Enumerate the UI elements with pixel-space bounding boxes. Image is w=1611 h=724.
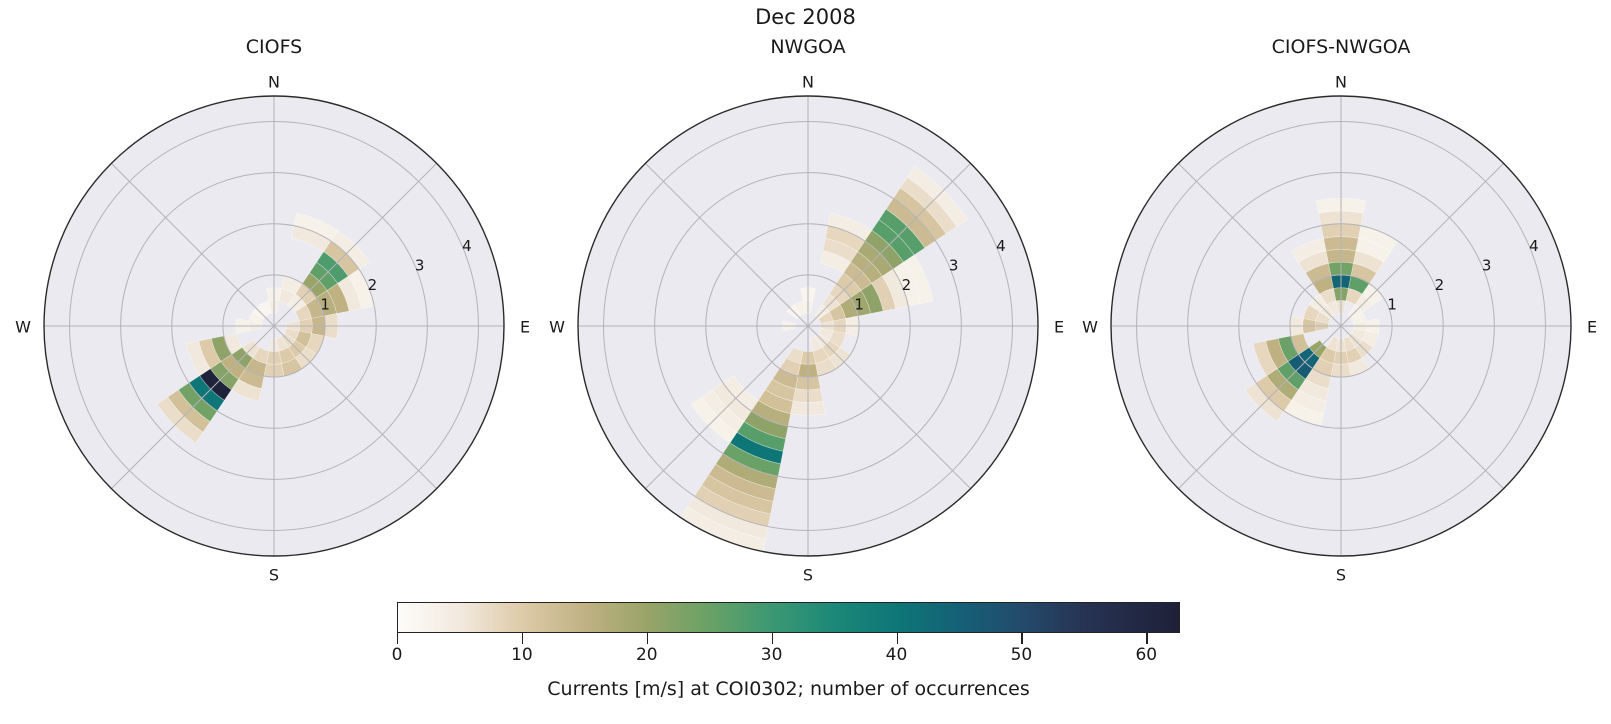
polar-plot-ciofs: N E S W 1 2 3 4 xyxy=(15,73,530,585)
rose-segment xyxy=(230,378,262,402)
plot-title-ciofs: CIOFS xyxy=(245,36,303,58)
colorbar-tick-mark xyxy=(397,633,399,644)
polar-plot-nwgoa: N E S W 1 2 3 4 xyxy=(549,73,1064,585)
compass-label-n: N xyxy=(268,73,280,92)
colorbar-label: Currents [m/s] at COI0302; number of occ… xyxy=(547,678,1030,700)
rose-segments xyxy=(679,166,968,552)
rose-segment xyxy=(259,300,272,316)
radial-tick-label: 3 xyxy=(1482,256,1492,274)
grid-spoke xyxy=(273,325,437,489)
compass-label-w: W xyxy=(1082,318,1098,337)
grid-spoke xyxy=(1178,325,1342,489)
figure-suptitle: Dec 2008 xyxy=(755,5,856,29)
radial-tick-label: 4 xyxy=(1529,237,1539,255)
colorbar-tick-mark xyxy=(1021,633,1023,644)
colorbar-gradient xyxy=(397,602,1180,633)
compass-label-n: N xyxy=(802,73,814,92)
polar-spine xyxy=(1110,95,1572,557)
radial-tick-label: 2 xyxy=(368,276,378,294)
grid-spoke xyxy=(1178,163,1342,327)
grid-spoke xyxy=(807,163,971,327)
radial-tick-label: 1 xyxy=(1387,295,1397,313)
compass-label-w: W xyxy=(549,318,565,337)
grid-spoke xyxy=(111,163,275,327)
grid-spoke xyxy=(273,163,437,327)
grid-spoke xyxy=(1340,325,1504,489)
plot-title-nwgoa: NWGOA xyxy=(770,36,846,58)
colorbar-tick-label: 10 xyxy=(511,645,533,665)
radial-tick-label: 3 xyxy=(415,256,425,274)
compass-label-e: E xyxy=(1054,318,1064,337)
polar-spine xyxy=(43,95,505,557)
colorbar-tick-mark xyxy=(771,633,773,644)
rose-segment xyxy=(793,300,806,316)
grid-spoke xyxy=(645,325,809,489)
radial-tick-label: 1 xyxy=(320,295,330,313)
radial-tick-label: 4 xyxy=(462,237,472,255)
grid-spoke xyxy=(111,325,275,489)
compass-label-s: S xyxy=(269,566,279,585)
compass-label-s: S xyxy=(1336,566,1346,585)
compass-label-n: N xyxy=(1335,73,1347,92)
polar-grid xyxy=(1111,96,1571,556)
radial-tick-label: 4 xyxy=(996,237,1006,255)
radial-tick-label: 1 xyxy=(854,295,864,313)
rose-segment xyxy=(903,254,934,304)
polar-grid xyxy=(44,96,504,556)
plot-title-ciofs-nwgoa: CIOFS-NWGOA xyxy=(1271,36,1411,58)
colorbar-tick-label: 20 xyxy=(635,645,658,665)
compass-label-w: W xyxy=(15,318,31,337)
colorbar-tick-mark xyxy=(646,633,649,644)
compass-label-e: E xyxy=(1587,318,1597,337)
colorbar-tick-label: 60 xyxy=(1135,645,1158,665)
compass-label-e: E xyxy=(520,318,530,337)
colorbar-tick-label: 40 xyxy=(885,645,908,665)
rose-segment xyxy=(1252,340,1278,377)
grid-spoke xyxy=(807,325,971,489)
compass-label-s: S xyxy=(803,566,813,585)
polar-grid xyxy=(578,96,1038,556)
colorbar-tick-label: 30 xyxy=(760,645,783,665)
polar-plot-ciofs-nwgoa: N E S W 1 2 3 4 xyxy=(1082,73,1597,585)
radial-tick-label: 2 xyxy=(902,276,912,294)
colorbar-tick-mark xyxy=(896,633,898,644)
colorbar-tick-label: 50 xyxy=(1010,645,1033,665)
radial-tick-label: 2 xyxy=(1435,276,1445,294)
colorbar-tick-label: 0 xyxy=(391,645,403,665)
colorbar-tick-mark xyxy=(1146,633,1148,644)
polar-spine xyxy=(577,95,1039,557)
rose-segment xyxy=(185,340,211,377)
grid-spoke xyxy=(1340,163,1504,327)
colorbar-tick-mark xyxy=(521,633,524,644)
radial-tick-label: 3 xyxy=(949,256,959,274)
grid-spoke xyxy=(645,163,809,327)
